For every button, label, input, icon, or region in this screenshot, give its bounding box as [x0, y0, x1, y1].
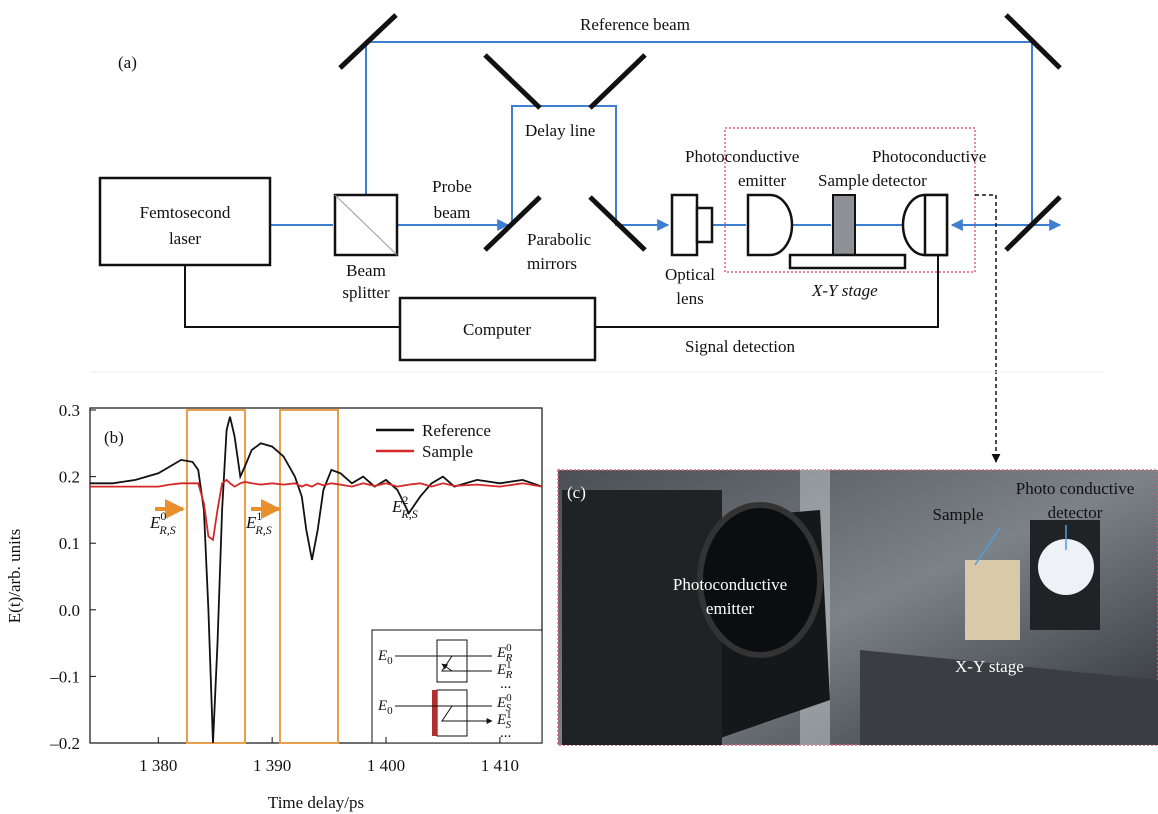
setup-diagram: (a) Reference beam Femtosecond laser Beam… — [90, 15, 1105, 462]
text-part: 0 — [387, 705, 393, 717]
text-part: E — [377, 698, 387, 714]
shape — [975, 195, 996, 462]
label: Sample — [818, 171, 869, 190]
text-part: R,S — [254, 523, 271, 537]
panel-label: (a) — [118, 53, 137, 72]
shape — [590, 197, 645, 250]
y-tick-label: 0.1 — [59, 534, 80, 553]
text-part: detector — [872, 171, 927, 190]
text-part: Femtosecond — [140, 203, 231, 222]
text-part: laser — [169, 229, 201, 248]
label: Beam splitter — [342, 261, 390, 302]
text-part: R,S — [400, 507, 417, 521]
label: Delay line — [525, 121, 595, 140]
legend-label: Sample — [422, 442, 473, 461]
figure: (a) Reference beam Femtosecond laser Beam… — [0, 0, 1158, 814]
shape — [748, 195, 792, 255]
label: Photoconductive emitter — [685, 147, 799, 190]
shape — [485, 55, 540, 108]
label: Optical lens — [665, 265, 715, 308]
shape — [432, 690, 437, 736]
shape: ... — [500, 725, 511, 741]
x-tick-label: 1 410 — [481, 756, 519, 775]
text-part: E — [377, 648, 387, 664]
y-tick-label: –0.1 — [49, 667, 80, 686]
text-part: emitter — [706, 599, 754, 618]
label: X-Y stage — [955, 657, 1024, 676]
x-tick-label: 1 380 — [139, 756, 177, 775]
text-part: splitter — [342, 283, 390, 302]
shape — [925, 195, 947, 255]
text-part: emitter — [738, 171, 786, 190]
shape — [790, 255, 905, 268]
shape — [965, 560, 1020, 640]
text-part: 0 — [160, 509, 166, 523]
text-part: 0 — [387, 655, 393, 667]
text-part: Photoconductive — [872, 147, 986, 166]
text-part: Photo conductive — [1016, 479, 1135, 498]
text-part: 2 — [402, 493, 408, 507]
label: Photoconductive detector — [872, 147, 986, 190]
text-part: Beam — [346, 261, 386, 280]
label: Signal detection — [685, 337, 796, 356]
label: Reference beam — [580, 15, 690, 34]
text-part: beam — [434, 203, 471, 222]
page: (a) Reference beam Femtosecond laser Beam… — [0, 0, 1158, 814]
photo: (c) Photoconductive emitter Sample Photo … — [558, 470, 1158, 745]
text-part: R,S — [158, 523, 175, 537]
shape — [562, 490, 722, 745]
shape — [672, 195, 697, 255]
text-part: Photoconductive — [685, 147, 799, 166]
text-part: Optical — [665, 265, 715, 284]
y-tick-label: 0.3 — [59, 401, 80, 420]
text-part: mirrors — [527, 254, 577, 273]
y-axis-label: E(t)/arb. units — [5, 529, 24, 623]
shape — [833, 195, 855, 255]
shape: ... — [500, 676, 511, 692]
text-part: 1 — [256, 509, 262, 523]
text-part: Probe — [432, 177, 472, 196]
label: Sample — [933, 505, 984, 524]
text-part: E — [496, 695, 506, 711]
shape — [590, 55, 645, 108]
text-part: Parabolic — [527, 230, 592, 249]
y-tick-label: 0.0 — [59, 601, 80, 620]
x-tick-label: 1 390 — [253, 756, 291, 775]
text-part: Photoconductive — [673, 575, 787, 594]
y-tick-label: –0.2 — [49, 734, 80, 753]
y-tick-label: 0.2 — [59, 468, 80, 487]
legend-label: Reference — [422, 421, 491, 440]
text-part: detector — [1048, 503, 1103, 522]
label: Computer — [463, 320, 531, 339]
label: Probe beam — [432, 177, 472, 222]
label: X-Y stage — [811, 281, 878, 300]
panel-label: (b) — [104, 428, 124, 447]
shape — [697, 208, 712, 242]
label: Parabolic mirrors — [527, 230, 592, 273]
x-axis-label: Time delay/ps — [268, 793, 364, 812]
shape — [372, 630, 542, 743]
panel-label: (c) — [567, 483, 586, 502]
x-tick-label: 1 400 — [367, 756, 405, 775]
text-part: E — [496, 645, 506, 661]
text-part: lens — [676, 289, 703, 308]
